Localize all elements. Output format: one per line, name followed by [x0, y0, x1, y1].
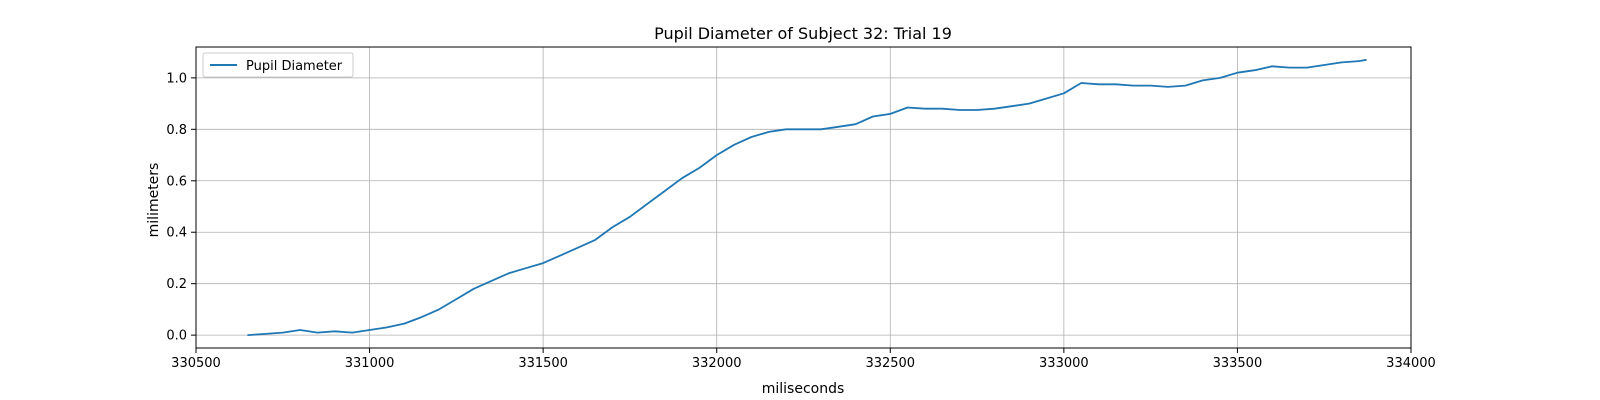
x-tick-label: 330500	[171, 356, 221, 371]
x-tick-label: 331500	[518, 356, 568, 371]
y-tick-label: 1.0	[166, 71, 187, 86]
legend-label: Pupil Diameter	[246, 59, 343, 74]
x-tick-label: 332000	[692, 356, 742, 371]
x-axis-label: miliseconds	[762, 381, 845, 397]
x-tick-label: 332500	[865, 356, 915, 371]
chart-title: Pupil Diameter of Subject 32: Trial 19	[654, 24, 952, 43]
x-tick-label: 333000	[1039, 356, 1089, 371]
x-tick-label: 333500	[1213, 356, 1263, 371]
y-tick-label: 0.0	[166, 329, 187, 344]
grid-lines	[195, 47, 1412, 348]
y-tick-label: 0.6	[166, 174, 187, 189]
y-tick-label: 0.8	[166, 123, 187, 138]
plot-frame	[195, 46, 1412, 349]
series-line-pupil-diameter	[247, 59, 1367, 337]
x-tick-label: 331000	[345, 356, 395, 371]
x-tick-label: 334000	[1386, 356, 1436, 371]
series-group	[247, 59, 1367, 337]
x-axis-ticks: 330500 331000 331500 332000 332500 333000 3335…	[171, 348, 1436, 371]
y-axis-label: milimeters	[146, 163, 162, 238]
y-tick-label: 0.4	[166, 226, 187, 241]
y-axis-ticks: 0.0 0.2 0.4 0.6 0.8 1.0	[166, 71, 196, 344]
legend: Pupil Diameter	[202, 52, 354, 78]
legend-box	[202, 52, 354, 78]
y-tick-label: 0.2	[166, 277, 187, 292]
